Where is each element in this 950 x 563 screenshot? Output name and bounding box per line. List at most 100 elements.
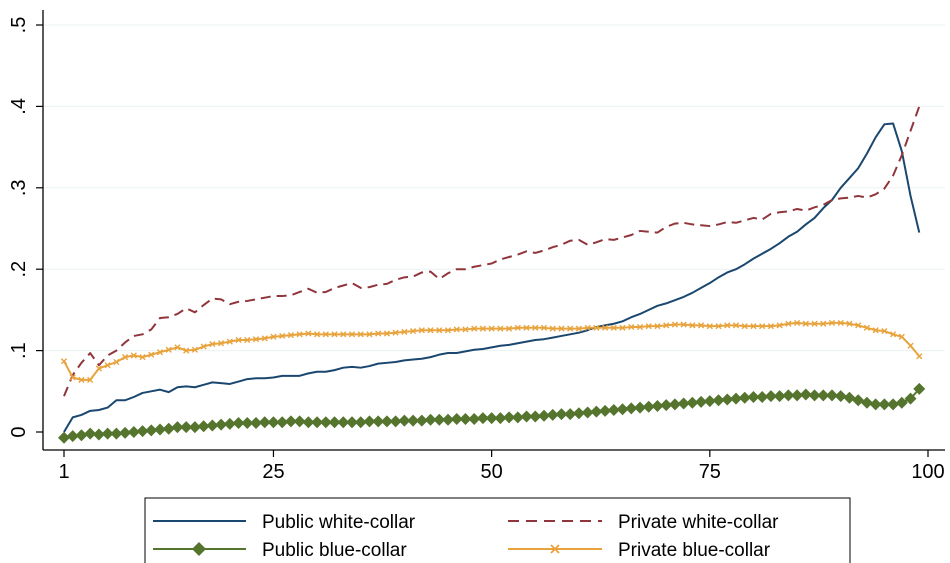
data-point xyxy=(156,349,164,356)
data-point xyxy=(843,391,856,404)
y-tick-label: .4 xyxy=(8,98,30,115)
x-tick-label: 50 xyxy=(481,461,503,483)
data-point xyxy=(567,325,574,332)
data-point xyxy=(58,431,70,444)
x-tick-label: 25 xyxy=(262,461,284,483)
data-point xyxy=(331,331,338,338)
data-point xyxy=(468,412,481,425)
data-point xyxy=(872,327,879,334)
data-point xyxy=(383,330,391,337)
data-point xyxy=(826,389,838,402)
data-point xyxy=(808,389,821,402)
data-point xyxy=(302,416,315,429)
series-line-public-white-collar xyxy=(63,122,921,433)
data-point xyxy=(215,418,228,431)
data-point xyxy=(869,398,882,411)
data-point xyxy=(188,421,201,434)
data-point xyxy=(78,376,85,383)
data-point xyxy=(855,322,862,329)
legend-x-marker-icon xyxy=(550,544,560,554)
data-point xyxy=(375,330,382,337)
data-point xyxy=(677,397,690,410)
data-point xyxy=(590,405,603,418)
legend-box xyxy=(144,497,851,563)
data-point xyxy=(619,324,626,331)
data-point xyxy=(625,402,638,415)
data-point xyxy=(372,415,385,428)
data-point xyxy=(791,389,804,402)
x-tick-label: 1 xyxy=(58,461,69,483)
data-point xyxy=(721,393,734,406)
y-tick-label: .5 xyxy=(8,17,30,34)
data-point xyxy=(244,336,251,344)
gridlines xyxy=(43,24,945,352)
data-point xyxy=(907,342,914,349)
data-point xyxy=(328,416,341,429)
data-point xyxy=(380,415,393,428)
data-point xyxy=(741,323,748,330)
data-point xyxy=(95,365,103,372)
data-point xyxy=(820,320,827,327)
data-point xyxy=(284,415,297,428)
data-point xyxy=(130,352,137,359)
data-point xyxy=(232,417,245,430)
data-point xyxy=(200,343,207,350)
data-point xyxy=(209,340,216,348)
y-tick-label: .3 xyxy=(8,179,30,196)
data-point xyxy=(881,327,888,335)
data-point xyxy=(340,331,347,338)
data-point xyxy=(802,320,809,327)
data-point xyxy=(668,398,681,411)
data-point xyxy=(686,396,699,409)
data-point xyxy=(732,322,740,329)
data-point xyxy=(828,319,836,327)
data-point xyxy=(305,330,312,337)
data-point xyxy=(148,351,155,358)
data-point xyxy=(261,335,268,342)
data-point xyxy=(488,325,495,332)
data-point xyxy=(180,421,193,434)
data-point xyxy=(523,324,530,331)
data-point xyxy=(916,353,923,360)
data-point xyxy=(764,390,777,403)
data-point xyxy=(511,411,524,424)
data-point xyxy=(532,324,539,331)
data-point xyxy=(433,413,446,426)
data-point xyxy=(476,412,489,425)
series-public-white-collar xyxy=(63,122,921,433)
data-point xyxy=(191,346,199,353)
data-point xyxy=(313,331,321,338)
data-point xyxy=(695,395,708,408)
data-point xyxy=(712,394,725,407)
data-point xyxy=(645,323,652,330)
data-point xyxy=(730,392,742,405)
data-point xyxy=(593,324,600,331)
data-point xyxy=(69,374,76,381)
data-point xyxy=(863,324,871,331)
data-point xyxy=(279,332,286,340)
data-point xyxy=(75,429,88,442)
data-point xyxy=(462,326,469,333)
data-point xyxy=(898,333,905,340)
data-point xyxy=(782,389,795,402)
data-point xyxy=(887,398,900,411)
data-point xyxy=(241,417,254,430)
series-line-private-white-collar xyxy=(63,106,921,397)
data-point xyxy=(628,323,635,331)
data-point xyxy=(407,414,420,427)
data-point xyxy=(409,327,417,335)
data-point xyxy=(121,354,129,361)
data-point xyxy=(703,395,716,408)
data-point xyxy=(636,323,644,331)
data-point xyxy=(104,362,111,369)
data-point xyxy=(154,423,166,436)
data-point xyxy=(680,321,687,328)
data-point xyxy=(226,338,233,345)
data-point xyxy=(634,401,646,414)
data-point xyxy=(127,426,140,438)
data-point xyxy=(505,325,513,332)
series-private-blue-collar xyxy=(60,319,923,383)
data-point xyxy=(575,325,583,332)
data-point xyxy=(471,325,478,332)
legend-label-public-blue-collar: Public blue-collar xyxy=(262,540,407,561)
